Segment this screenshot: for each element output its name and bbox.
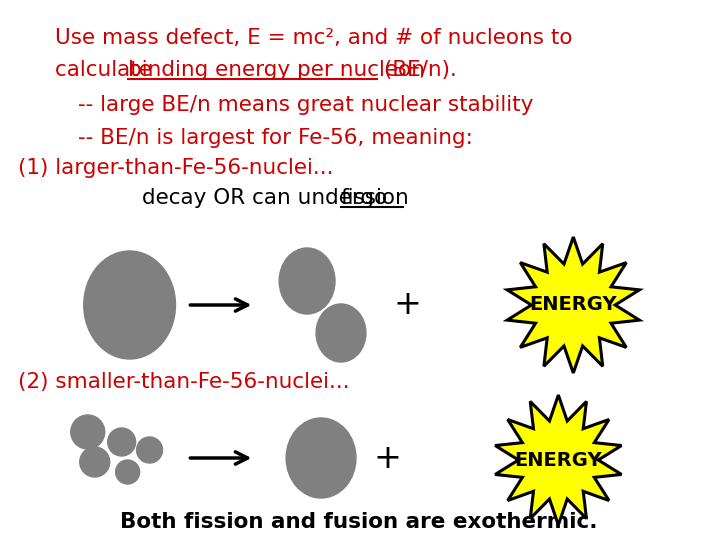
Circle shape	[108, 428, 135, 456]
Circle shape	[116, 460, 140, 484]
Text: calculate: calculate	[55, 60, 158, 80]
Circle shape	[137, 437, 163, 463]
Text: (1) larger-than-Fe-56-nuclei...: (1) larger-than-Fe-56-nuclei...	[18, 158, 333, 178]
Polygon shape	[495, 395, 621, 525]
Text: ENERGY: ENERGY	[515, 450, 602, 469]
Text: (BE/n).: (BE/n).	[377, 60, 456, 80]
Text: (2) smaller-than-Fe-56-nuclei...: (2) smaller-than-Fe-56-nuclei...	[18, 372, 350, 392]
Text: +: +	[394, 288, 422, 321]
Text: -- large BE/n means great nuclear stability: -- large BE/n means great nuclear stabil…	[78, 95, 533, 115]
Circle shape	[80, 447, 109, 477]
Text: +: +	[374, 442, 402, 475]
Text: ENERGY: ENERGY	[529, 295, 617, 314]
Text: Both fission and fusion are exothermic.: Both fission and fusion are exothermic.	[120, 512, 598, 532]
Polygon shape	[507, 237, 639, 373]
Text: decay OR can undergo: decay OR can undergo	[142, 188, 394, 208]
Ellipse shape	[286, 418, 356, 498]
Text: binding energy per nucleon: binding energy per nucleon	[127, 60, 425, 80]
Circle shape	[71, 415, 104, 449]
Text: Use mass defect, E = mc², and # of nucleons to: Use mass defect, E = mc², and # of nucle…	[55, 28, 572, 48]
Text: -- BE/n is largest for Fe-56, meaning:: -- BE/n is largest for Fe-56, meaning:	[78, 128, 472, 148]
Text: fission: fission	[341, 188, 410, 208]
Ellipse shape	[279, 248, 335, 314]
Ellipse shape	[316, 304, 366, 362]
Ellipse shape	[84, 251, 176, 359]
